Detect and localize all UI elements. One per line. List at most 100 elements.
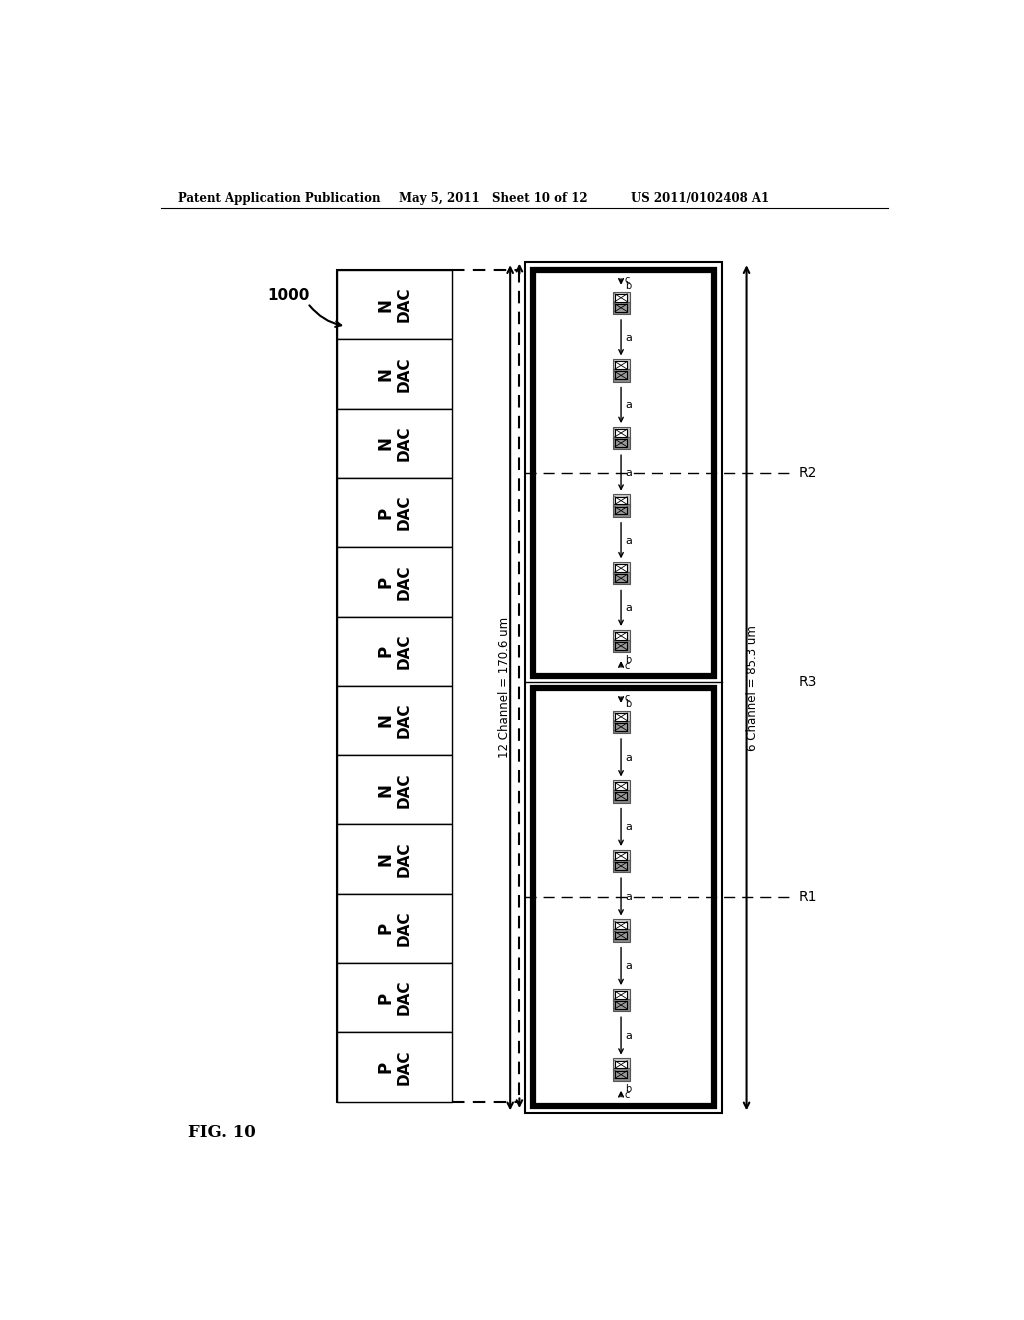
- Text: N: N: [377, 783, 394, 797]
- Bar: [614, 507, 628, 515]
- Bar: [614, 371, 628, 379]
- Bar: [614, 932, 628, 940]
- Bar: [337, 755, 453, 825]
- Bar: [614, 792, 628, 800]
- Bar: [612, 572, 630, 585]
- Bar: [612, 640, 630, 652]
- Bar: [612, 850, 630, 862]
- Text: DAC: DAC: [396, 841, 412, 876]
- Bar: [612, 426, 630, 440]
- Bar: [532, 271, 714, 676]
- Bar: [614, 862, 628, 870]
- Bar: [337, 1032, 453, 1102]
- Text: a: a: [625, 333, 632, 343]
- Text: b: b: [625, 655, 631, 665]
- Bar: [614, 1071, 628, 1078]
- Text: b: b: [625, 700, 631, 709]
- Bar: [614, 713, 628, 721]
- Bar: [614, 632, 628, 640]
- Bar: [614, 574, 628, 582]
- Bar: [614, 496, 628, 504]
- Text: b: b: [625, 1084, 631, 1094]
- Text: DAC: DAC: [396, 979, 412, 1015]
- Text: DAC: DAC: [396, 425, 412, 461]
- Bar: [612, 292, 630, 304]
- Bar: [614, 429, 628, 437]
- Text: 1000: 1000: [267, 288, 310, 304]
- Bar: [614, 1061, 628, 1068]
- Bar: [337, 548, 453, 616]
- Bar: [612, 370, 630, 381]
- Bar: [532, 688, 714, 1106]
- Text: R2: R2: [799, 466, 817, 480]
- Text: DAC: DAC: [396, 564, 412, 599]
- Bar: [337, 686, 453, 755]
- Text: c: c: [625, 693, 631, 704]
- Text: c: c: [625, 275, 631, 285]
- Text: a: a: [625, 752, 632, 763]
- Text: P: P: [377, 923, 394, 935]
- Text: 12 Channel = 170.6 um: 12 Channel = 170.6 um: [498, 618, 511, 758]
- Bar: [612, 359, 630, 371]
- Bar: [337, 271, 453, 1102]
- Bar: [612, 1059, 630, 1071]
- Bar: [612, 859, 630, 873]
- Bar: [614, 783, 628, 791]
- Bar: [612, 301, 630, 314]
- Text: c: c: [625, 661, 631, 671]
- Text: DAC: DAC: [396, 495, 412, 531]
- Bar: [614, 304, 628, 312]
- Bar: [612, 721, 630, 733]
- Text: N: N: [377, 367, 394, 381]
- Text: P: P: [377, 991, 394, 1003]
- Bar: [612, 791, 630, 803]
- Text: a: a: [625, 469, 632, 478]
- Text: a: a: [625, 892, 632, 902]
- Text: US 2011/0102408 A1: US 2011/0102408 A1: [631, 191, 769, 205]
- Bar: [612, 1068, 630, 1081]
- Bar: [614, 362, 628, 370]
- Text: P: P: [377, 1061, 394, 1073]
- Text: a: a: [625, 822, 632, 833]
- Bar: [612, 630, 630, 642]
- Bar: [612, 999, 630, 1011]
- Bar: [614, 294, 628, 301]
- Text: FIG. 10: FIG. 10: [188, 1123, 256, 1140]
- Text: P: P: [377, 576, 394, 587]
- Bar: [614, 642, 628, 649]
- Bar: [612, 710, 630, 723]
- Text: DAC: DAC: [396, 702, 412, 738]
- Text: May 5, 2011   Sheet 10 of 12: May 5, 2011 Sheet 10 of 12: [398, 191, 587, 205]
- Bar: [337, 271, 453, 339]
- Text: N: N: [377, 437, 394, 450]
- Bar: [612, 562, 630, 574]
- Text: a: a: [625, 603, 632, 614]
- Bar: [614, 1001, 628, 1008]
- Text: R1: R1: [799, 890, 817, 904]
- Bar: [612, 780, 630, 792]
- Text: DAC: DAC: [396, 911, 412, 946]
- Bar: [337, 616, 453, 686]
- Text: N: N: [377, 714, 394, 727]
- Bar: [337, 825, 453, 894]
- Text: c: c: [625, 1090, 631, 1101]
- Text: DAC: DAC: [396, 772, 412, 808]
- Bar: [612, 919, 630, 932]
- Text: DAC: DAC: [396, 286, 412, 322]
- Bar: [337, 409, 453, 478]
- Text: DAC: DAC: [396, 634, 412, 669]
- Text: Patent Application Publication: Patent Application Publication: [178, 191, 381, 205]
- Text: a: a: [625, 1031, 632, 1041]
- Bar: [612, 929, 630, 941]
- Bar: [337, 964, 453, 1032]
- Bar: [614, 921, 628, 929]
- Bar: [337, 339, 453, 409]
- Bar: [524, 263, 722, 1113]
- Bar: [612, 504, 630, 516]
- Bar: [612, 495, 630, 507]
- Bar: [614, 723, 628, 731]
- Text: DAC: DAC: [396, 356, 412, 392]
- Text: N: N: [377, 298, 394, 312]
- Text: b: b: [625, 281, 631, 292]
- Text: R3: R3: [799, 675, 817, 689]
